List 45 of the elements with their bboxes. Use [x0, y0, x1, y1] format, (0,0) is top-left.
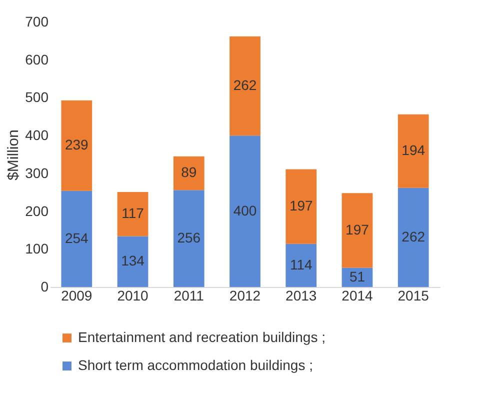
- bar: [173, 190, 204, 287]
- data-label: 256: [177, 230, 201, 246]
- y-tick-label: 500: [25, 89, 49, 106]
- bar: [398, 114, 429, 188]
- data-label: 114: [290, 256, 312, 272]
- x-tick-label: 2012: [229, 288, 261, 304]
- bar: [173, 156, 204, 190]
- data-label: 89: [181, 164, 197, 180]
- legend-label: Entertainment and recreation buildings ;: [78, 329, 326, 345]
- bar: [61, 100, 92, 191]
- data-label: 254: [64, 230, 89, 246]
- x-tick-label: 2011: [174, 288, 204, 304]
- x-tick-label: 2014: [342, 288, 374, 304]
- data-label: 262: [233, 76, 257, 93]
- data-label: 51: [349, 268, 366, 284]
- x-tick-label: 2010: [117, 288, 149, 304]
- y-tick-label: 400: [25, 127, 49, 144]
- data-label: 197: [346, 221, 370, 238]
- bar: [230, 36, 260, 136]
- data-label: 239: [64, 136, 89, 153]
- x-tick-label: 2013: [286, 288, 317, 304]
- y-axis-title: $Million: [5, 130, 22, 180]
- data-label: 194: [402, 142, 426, 158]
- x-tick-label: 2015: [398, 288, 430, 304]
- bar: [117, 192, 148, 236]
- bar: [286, 244, 317, 287]
- bar: [398, 188, 429, 287]
- bar: [286, 169, 317, 244]
- y-tick-label: 200: [25, 202, 49, 219]
- y-tick-label: 100: [25, 240, 49, 257]
- bar: [230, 136, 260, 287]
- bar: [61, 190, 92, 287]
- y-tick-label: 0: [40, 278, 49, 294]
- legend-label: Short term accommodation buildings ;: [78, 357, 313, 373]
- data-label: 134: [121, 252, 145, 269]
- bar: [117, 236, 148, 287]
- data-label: 117: [122, 205, 144, 222]
- data-label: 400: [233, 202, 257, 218]
- data-label: 197: [289, 198, 314, 214]
- y-tick-label: 300: [25, 164, 49, 181]
- bar: [342, 193, 373, 268]
- data-label: 262: [402, 228, 426, 244]
- y-tick-label: 700: [25, 14, 49, 30]
- x-tick-label: 2009: [61, 288, 92, 304]
- y-tick-label: 600: [25, 51, 49, 68]
